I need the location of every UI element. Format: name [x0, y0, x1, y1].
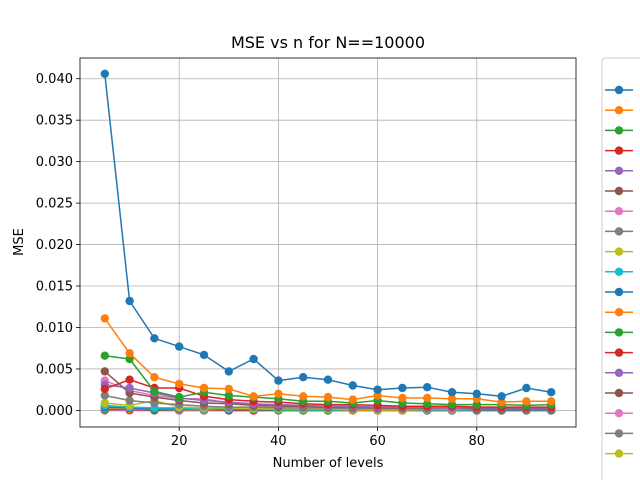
data-point — [323, 392, 333, 402]
data-point — [100, 398, 110, 408]
data-point — [125, 349, 134, 358]
y-tick-label: 0.010 — [36, 321, 73, 336]
data-point — [224, 391, 233, 400]
data-point — [373, 391, 382, 400]
data-point — [447, 394, 457, 403]
y-tick-label: 0.040 — [36, 72, 73, 87]
x-tick-label: 20 — [171, 434, 188, 449]
data-point — [323, 375, 333, 384]
legend-marker — [614, 146, 624, 155]
data-point — [150, 387, 159, 396]
legend-marker — [614, 267, 624, 276]
legend-marker — [614, 287, 624, 297]
data-point — [175, 342, 184, 351]
data-point — [125, 396, 134, 405]
y-axis: 0.000 0.005 0.010 0.015 0.020 0.025 0.030 0.035… — [36, 72, 80, 419]
legend-marker — [614, 429, 624, 438]
data-point — [348, 395, 357, 404]
series-layer — [100, 69, 556, 415]
data-point — [497, 392, 506, 401]
data-point — [224, 367, 233, 376]
legend-marker — [614, 348, 624, 357]
data-point — [150, 334, 159, 343]
series-2 — [100, 314, 556, 407]
legend-marker — [614, 449, 624, 458]
y-axis-label: MSE — [12, 228, 27, 256]
x-tick-label: 80 — [469, 434, 486, 449]
data-point — [398, 383, 407, 393]
y-tick-label: 0.020 — [36, 238, 73, 253]
data-point — [423, 399, 432, 408]
data-point — [373, 385, 382, 394]
data-point — [199, 383, 209, 393]
x-tick-label: 60 — [369, 434, 386, 449]
x-axis-label: Number of levels — [273, 456, 384, 471]
y-tick-label: 0.015 — [36, 280, 73, 295]
data-point — [547, 388, 556, 397]
legend-marker — [614, 328, 624, 337]
data-point — [398, 393, 407, 403]
data-point — [249, 354, 258, 364]
y-tick-label: 0.025 — [36, 197, 73, 212]
x-axis: 20 40 60 80 — [171, 427, 485, 449]
legend-marker — [614, 126, 624, 135]
data-point — [274, 376, 283, 385]
legend-marker — [614, 247, 624, 256]
data-point — [100, 69, 110, 79]
data-point — [175, 392, 184, 402]
data-point — [100, 384, 110, 394]
data-point — [299, 392, 308, 401]
data-point — [522, 383, 531, 393]
data-point — [274, 389, 283, 398]
data-point — [175, 379, 184, 389]
data-point — [125, 296, 134, 306]
y-tick-label: 0.000 — [36, 404, 73, 419]
data-point — [348, 381, 357, 390]
data-point — [447, 388, 457, 397]
series-1 — [100, 69, 556, 401]
y-tick-label: 0.030 — [36, 155, 73, 170]
legend-marker — [614, 166, 624, 175]
y-tick-label: 0.005 — [36, 362, 73, 377]
legend-marker — [614, 388, 624, 398]
data-point — [150, 373, 159, 382]
legend-marker — [614, 207, 624, 216]
data-point — [150, 398, 159, 408]
data-point — [423, 393, 432, 403]
data-point — [547, 397, 556, 406]
data-point — [125, 375, 134, 384]
data-point — [100, 391, 110, 400]
legend-marker — [614, 368, 624, 377]
legend-marker — [614, 106, 624, 115]
data-point — [423, 383, 432, 392]
data-point — [199, 350, 209, 360]
data-point — [497, 397, 506, 407]
legend-marker — [614, 85, 624, 95]
chart-title: MSE vs n for N==10000 — [231, 33, 425, 52]
data-point — [472, 400, 481, 409]
data-point — [299, 373, 308, 382]
legend-marker — [614, 186, 624, 196]
legend-marker — [614, 308, 624, 317]
grid — [80, 58, 576, 427]
legend-marker — [614, 409, 624, 418]
legend-marker — [614, 227, 624, 236]
y-tick-label: 0.035 — [36, 114, 73, 129]
data-point — [472, 389, 481, 398]
data-point — [522, 397, 531, 406]
data-point — [125, 383, 134, 393]
data-point — [100, 367, 110, 376]
legend — [601, 57, 640, 480]
data-point — [100, 314, 110, 323]
data-point — [249, 392, 258, 401]
data-point — [224, 384, 233, 394]
plot-frame — [79, 57, 577, 428]
x-tick-label: 40 — [270, 434, 287, 449]
data-point — [100, 351, 110, 360]
data-point — [125, 354, 134, 364]
data-point — [447, 400, 457, 409]
